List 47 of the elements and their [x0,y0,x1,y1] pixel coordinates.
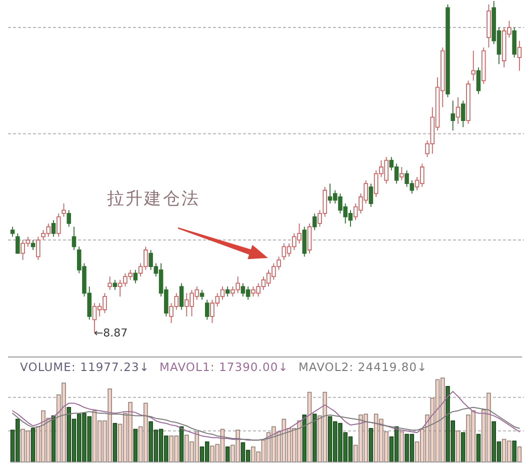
candlestick [200,289,204,300]
candlestick [460,100,466,128]
bar [312,414,317,462]
candlestick [307,222,312,254]
bar [368,428,374,462]
candlestick [466,80,470,124]
bar [460,432,466,462]
candlestick [446,4,450,98]
candlestick [179,282,184,310]
candlestick [10,226,15,238]
candlestick [312,213,317,231]
candlestick [133,269,138,284]
text: MAVOL1: 17390.00↓ [160,360,288,374]
candlestick [30,240,36,250]
candlestick [225,286,230,297]
candlestick [36,236,40,260]
annotation: 拉升建仓法 [107,189,200,209]
bar [476,434,481,462]
candlestick [204,299,210,320]
candlestick [56,213,61,238]
candlestick [517,40,522,72]
candlestick [112,279,118,290]
candlestick [302,226,307,258]
candlestick [108,276,112,290]
candlestick [400,166,404,181]
candlestick [476,66,481,94]
bar [512,440,516,462]
candlestick [62,203,66,218]
candlestick [450,100,456,131]
candlestick [512,27,516,58]
candlestick [66,210,72,228]
candlestick [456,96,460,124]
bar [112,422,118,462]
candlestick [481,47,486,84]
bar [133,428,138,462]
bar [400,431,404,462]
candlestick [72,226,76,250]
candlestick [471,50,476,82]
text: MAVOL2: 24419.80↓ [298,360,428,374]
bar [30,428,36,462]
candlestick [368,183,374,208]
candlestick [16,232,20,254]
candlestick [486,4,491,48]
candlestick [51,220,56,238]
annotation: ←8.87 [94,326,128,340]
bar [456,430,460,462]
chart-title: VOLUME: 11977.23↓ [20,360,150,374]
